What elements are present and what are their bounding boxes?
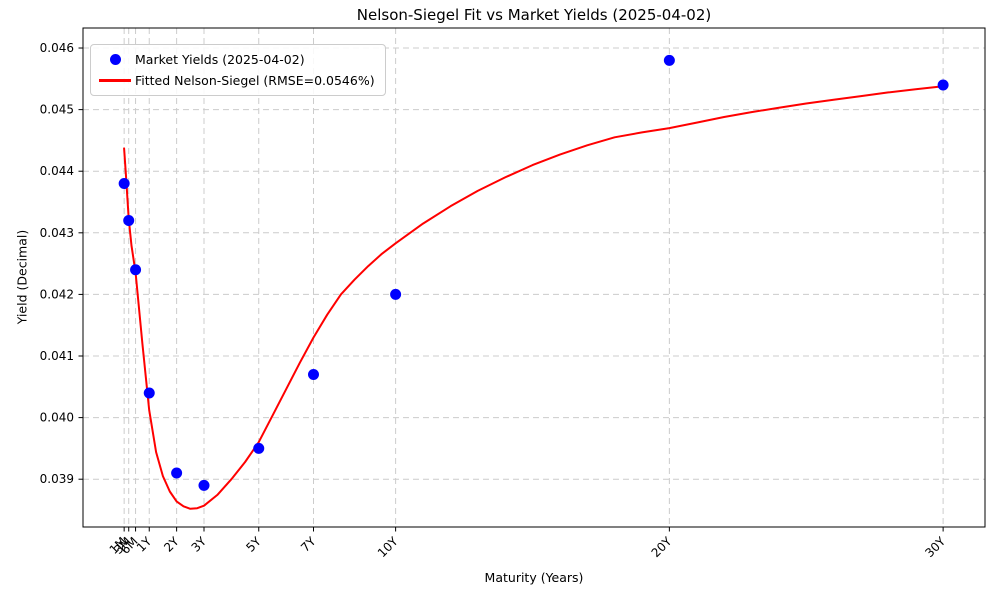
y-tick-label-0.040: 0.040: [40, 411, 74, 425]
y-axis-label: Yield (Decimal): [14, 229, 30, 325]
y-tick-label-0.044: 0.044: [40, 164, 74, 178]
legend-label-market-yields: Market Yields (2025-04-02): [135, 52, 305, 67]
market-yield-point-30Y: [937, 79, 949, 91]
legend-label-fitted-curve: Fitted Nelson-Siegel (RMSE=0.0546%): [135, 73, 375, 88]
y-tick-label-0.042: 0.042: [40, 287, 74, 301]
x-tick-label-7Y: 7Y: [298, 534, 319, 555]
legend-entry-fitted-curve: Fitted Nelson-Siegel (RMSE=0.0546%): [95, 70, 375, 91]
x-tick-label-5Y: 5Y: [243, 534, 264, 555]
market-yield-point-3Y: [198, 479, 210, 491]
market-yield-point-6M: [130, 264, 142, 276]
legend-box: Market Yields (2025-04-02) Fitted Nelson…: [90, 44, 386, 96]
market-yield-point-5Y: [253, 442, 265, 454]
fitted-curve: [123, 85, 945, 510]
market-yield-point-10Y: [390, 288, 402, 300]
market-yield-point-3M: [123, 214, 135, 226]
market-yield-point-2Y: [171, 467, 183, 479]
x-axis-label: Maturity (Years): [484, 570, 584, 585]
x-tick-label-30Y: 30Y: [922, 534, 948, 560]
y-tick-label-0.046: 0.046: [40, 41, 74, 55]
x-tick-label-1Y: 1Y: [134, 534, 155, 555]
market-yield-point-7Y: [307, 368, 319, 380]
x-tick-label-10Y: 10Y: [375, 534, 401, 560]
market-yield-point-20Y: [663, 54, 675, 66]
line-marker-icon: [99, 79, 131, 82]
x-tick-label-2Y: 2Y: [161, 534, 182, 555]
market-yield-point-1M: [118, 178, 130, 190]
x-tick-label-20Y: 20Y: [649, 534, 675, 560]
chart-title: Nelson-Siegel Fit vs Market Yields (2025…: [356, 6, 712, 24]
plot-spines: [82, 27, 986, 528]
scatter-marker-icon: [109, 54, 121, 65]
y-tick-label-0.045: 0.045: [40, 103, 74, 117]
market-yield-point-1Y: [143, 387, 155, 399]
y-tick-label-0.043: 0.043: [40, 226, 74, 240]
y-tick-label-0.039: 0.039: [40, 472, 74, 486]
legend-entry-market-yields: Market Yields (2025-04-02): [95, 49, 375, 70]
x-tick-label-3Y: 3Y: [189, 534, 210, 555]
y-tick-label-0.041: 0.041: [40, 349, 74, 363]
